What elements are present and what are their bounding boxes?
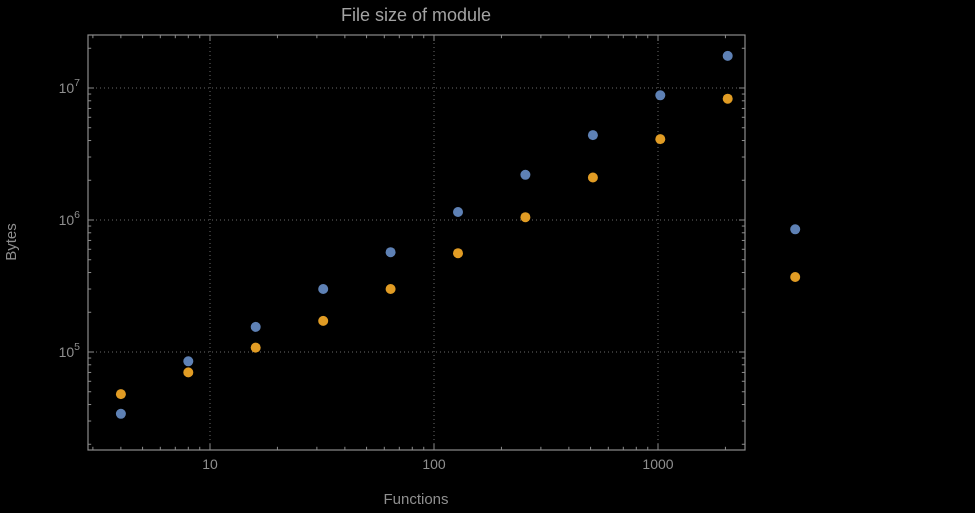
data-point: [115, 389, 126, 400]
data-point: [722, 93, 733, 104]
data-point: [318, 315, 329, 326]
frame-border: [87, 34, 746, 451]
data-point: [183, 367, 194, 378]
data-point: [587, 130, 598, 141]
data-point: [385, 247, 396, 258]
data-point: [318, 284, 329, 294]
x-tick-label: 1000: [642, 456, 673, 472]
data-point: [453, 207, 463, 217]
data-point: [790, 224, 801, 235]
series-blue: [115, 50, 801, 419]
data-point: [183, 356, 194, 367]
x-axis-label: Functions: [383, 491, 448, 508]
data-point: [790, 272, 801, 282]
data-point: [520, 212, 531, 223]
plot-frame: [87, 34, 746, 451]
x-tick-label: 100: [422, 456, 446, 472]
data-point: [115, 408, 126, 419]
data-point: [520, 169, 531, 180]
data-point: [250, 321, 261, 332]
data-point: [250, 342, 261, 353]
data-point: [587, 172, 598, 183]
y-tick-label: 105: [59, 341, 81, 360]
series-orange: [115, 93, 801, 400]
data-point: [655, 134, 666, 145]
y-tick-label: 106: [59, 209, 81, 228]
data-point: [655, 90, 666, 101]
gridlines: [88, 35, 745, 450]
axis-ticks: [88, 35, 745, 450]
y-tick-label: 107: [59, 77, 81, 96]
data-points: [115, 50, 801, 419]
x-tick-label: 10: [202, 456, 218, 472]
data-point: [453, 248, 463, 259]
y-axis-label: Bytes: [3, 223, 20, 261]
chart-title: File size of module: [341, 5, 491, 25]
axis-tick-labels: 10 100 1000 105 106 107: [59, 77, 674, 472]
data-point: [385, 284, 396, 294]
data-point: [722, 50, 733, 61]
